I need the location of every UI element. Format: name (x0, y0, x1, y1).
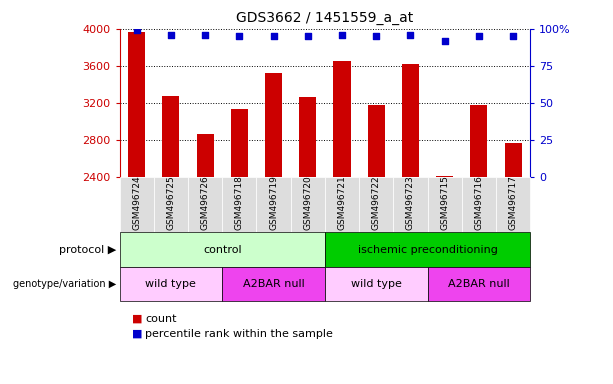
Bar (265, 73, 282, 177)
Text: GSM496715: GSM496715 (440, 175, 449, 230)
Text: wild type: wild type (351, 279, 402, 289)
Text: ■: ■ (132, 314, 142, 324)
Point (474, 33, 484, 39)
Bar (299, 97, 316, 177)
Text: GSM496724: GSM496724 (132, 176, 141, 230)
Text: genotype/variation ▶: genotype/variation ▶ (13, 279, 116, 289)
Text: percentile rank within the sample: percentile rank within the sample (145, 329, 333, 339)
Point (234, 33, 244, 39)
Text: A2BAR null: A2BAR null (448, 279, 510, 289)
Text: GSM496725: GSM496725 (166, 175, 175, 230)
Bar (504, 143, 522, 177)
Text: GSM496717: GSM496717 (509, 175, 517, 230)
Text: control: control (203, 245, 242, 255)
Text: ischemic preconditioning: ischemic preconditioning (357, 245, 498, 255)
Text: GSM496726: GSM496726 (200, 175, 210, 230)
Bar (368, 106, 385, 177)
Bar (230, 109, 248, 177)
Text: A2BAR null: A2BAR null (243, 279, 305, 289)
Point (200, 31, 210, 38)
Text: GSM496721: GSM496721 (338, 175, 346, 230)
Text: count: count (145, 314, 177, 324)
Point (303, 33, 313, 39)
Bar (197, 134, 214, 177)
Point (371, 33, 381, 39)
Text: GSM496719: GSM496719 (269, 175, 278, 230)
Point (268, 33, 278, 39)
Bar (333, 61, 351, 177)
Point (440, 38, 449, 44)
Bar (162, 96, 180, 177)
Text: GSM496716: GSM496716 (474, 175, 484, 230)
Point (337, 31, 347, 38)
Point (508, 33, 518, 39)
Title: GDS3662 / 1451559_a_at: GDS3662 / 1451559_a_at (236, 11, 414, 25)
Text: wild type: wild type (145, 279, 196, 289)
Text: GSM496723: GSM496723 (406, 175, 415, 230)
Text: protocol ▶: protocol ▶ (59, 245, 116, 255)
Bar (402, 64, 419, 177)
Text: ■: ■ (132, 329, 142, 339)
Text: GSM496718: GSM496718 (235, 175, 244, 230)
Point (406, 31, 416, 38)
Text: GSM496722: GSM496722 (371, 176, 381, 230)
Bar (128, 33, 145, 177)
Point (166, 31, 176, 38)
Point (132, 27, 142, 33)
Bar (470, 104, 487, 177)
Bar (436, 176, 453, 177)
Text: GSM496720: GSM496720 (303, 175, 312, 230)
